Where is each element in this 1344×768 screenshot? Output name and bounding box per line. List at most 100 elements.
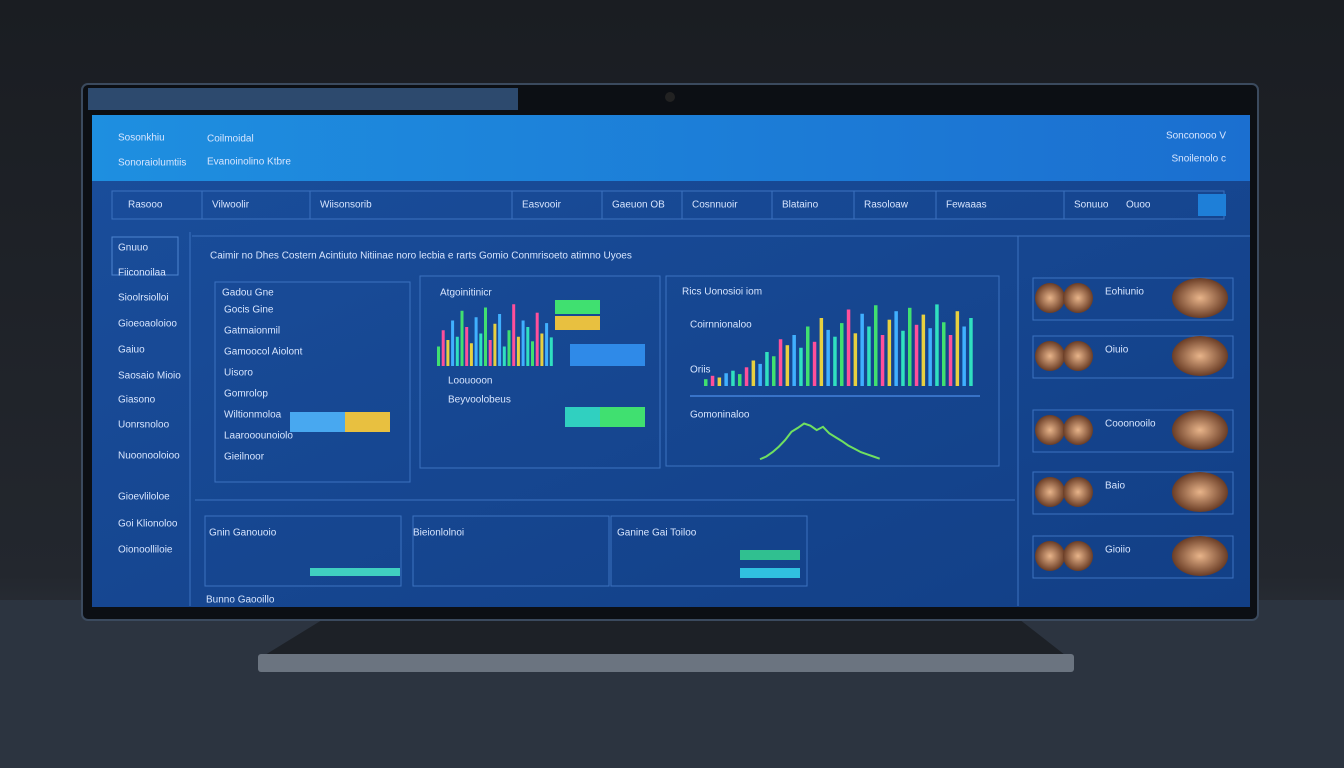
panel-label: Gomrolop	[224, 389, 268, 400]
bar	[512, 304, 516, 366]
bar	[751, 360, 756, 386]
nav-button[interactable]	[1198, 194, 1226, 216]
nav-item[interactable]: Rasoloaw	[864, 200, 909, 211]
nav-item[interactable]: Fewaaas	[946, 200, 987, 211]
bar	[935, 304, 939, 386]
bar	[853, 333, 858, 386]
panel-label: Gieilnoor	[224, 452, 265, 463]
person-name: Cooonooilo	[1105, 419, 1156, 430]
bar	[535, 312, 539, 366]
person-row[interactable]	[1032, 409, 1234, 453]
person-row[interactable]	[1032, 277, 1234, 321]
bar	[446, 340, 450, 366]
person-row[interactable]	[1032, 535, 1234, 579]
bar	[516, 336, 520, 366]
sidebar-item[interactable]: Gioeoaoloioo	[118, 319, 177, 330]
camera	[665, 92, 675, 102]
avatar	[1035, 541, 1065, 571]
bar	[549, 337, 553, 366]
panel	[214, 281, 411, 483]
app-title: Evanoinolino Ktbre	[207, 157, 291, 168]
nav-item[interactable]: Blataino	[782, 200, 819, 211]
person-row[interactable]	[1032, 335, 1234, 379]
block	[555, 300, 600, 314]
panel	[610, 515, 808, 587]
sidebar-item[interactable]: Giasono	[118, 395, 156, 406]
sidebar-item[interactable]: Gaiuo	[118, 345, 145, 356]
panel	[419, 275, 661, 469]
bar	[921, 314, 926, 386]
sidebar-item[interactable]: Oionoolliloie	[118, 545, 173, 556]
sidebar-item[interactable]: Goi Klionoloo	[118, 519, 178, 530]
bar	[908, 307, 912, 386]
nav-item[interactable]: Wiisonsorib	[320, 200, 372, 211]
bar	[928, 328, 932, 386]
user[interactable]: Sonconooo V	[1166, 131, 1226, 142]
bar	[738, 374, 742, 386]
sidebar-item[interactable]: Gioevliloloe	[118, 492, 170, 503]
panel-label: Uisoro	[224, 368, 253, 379]
footer: Bunno Gaooillo	[206, 595, 275, 606]
block	[345, 412, 390, 432]
bar	[744, 367, 749, 386]
stand-base	[258, 654, 1074, 672]
sidebar-item[interactable]: Sioolrsiolloi	[118, 293, 169, 304]
bar	[894, 311, 898, 386]
sidebar-item[interactable]: Gnuuo	[118, 243, 148, 254]
bar	[545, 323, 549, 366]
bar	[521, 320, 525, 366]
bottom-panel-title: Gnin Ganouoio	[209, 528, 277, 539]
panel	[204, 515, 402, 587]
bar	[455, 336, 459, 366]
nav-item[interactable]: Rasooo	[128, 200, 163, 211]
bar	[724, 373, 728, 386]
bar	[484, 307, 487, 366]
nav-item[interactable]: Ouoo	[1126, 200, 1151, 211]
nav-item[interactable]: Easvooir	[522, 200, 562, 211]
block	[310, 568, 400, 576]
block	[600, 407, 645, 427]
nav-item[interactable]: Gaeuon OB	[612, 200, 665, 211]
bar	[914, 324, 919, 386]
bar	[772, 356, 776, 386]
panel-label: Beyvoolobeus	[448, 395, 511, 406]
bar	[469, 343, 473, 366]
block	[290, 412, 345, 432]
avatar	[1063, 477, 1093, 507]
bar	[479, 333, 483, 366]
bar	[942, 322, 946, 386]
avatar	[1063, 283, 1093, 313]
bar	[806, 326, 810, 386]
sidebar-item[interactable]: Saosaio Mioio	[118, 371, 181, 382]
panel	[412, 515, 610, 587]
bar	[880, 335, 885, 386]
block	[555, 316, 600, 330]
bar	[765, 352, 769, 386]
panel-label: Gatmaionmil	[224, 326, 280, 337]
nav-item[interactable]: Vilwoolir	[212, 200, 250, 211]
main-title: Caimir no Dhes Costern Acintiuto Nitiina…	[210, 251, 632, 262]
person-row[interactable]	[1032, 471, 1234, 515]
bar	[502, 346, 506, 366]
avatar	[1063, 415, 1093, 445]
sidebar-item[interactable]: Fiiconoilaa	[118, 268, 166, 279]
bar	[948, 335, 953, 386]
bar	[833, 336, 837, 386]
bar	[901, 330, 905, 386]
bar	[710, 375, 715, 386]
avatar	[1035, 341, 1065, 371]
person-name: Oiuio	[1105, 345, 1129, 356]
nav-item[interactable]: Sonuuo	[1074, 200, 1109, 211]
bar	[437, 346, 440, 366]
avatar-large	[1172, 472, 1228, 512]
bar	[451, 320, 455, 366]
sidebar-item[interactable]: Uonrsnoloo	[118, 420, 170, 431]
panel-title: Gadou Gne	[222, 288, 274, 299]
block	[740, 550, 800, 560]
bar	[874, 305, 878, 386]
nav-item[interactable]: Cosnnuoir	[692, 200, 738, 211]
panel-title: Atgoinitinicr	[440, 288, 492, 299]
sidebar-item[interactable]: Nuoonooloioo	[118, 451, 180, 462]
bar	[812, 341, 817, 386]
bar	[507, 330, 511, 366]
